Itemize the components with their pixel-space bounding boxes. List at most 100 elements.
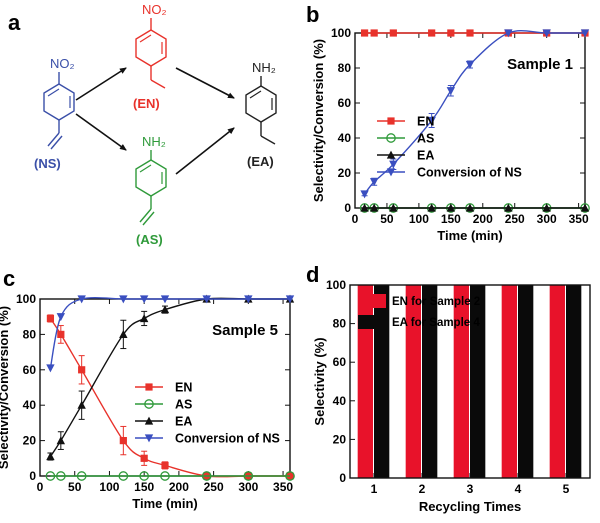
y-tick-label: 20 — [333, 432, 347, 446]
data-point — [139, 295, 149, 304]
plot-frame — [349, 284, 591, 479]
y-tick-label: 60 — [338, 96, 352, 110]
panel-d-chart: d 1 2 3 4 5 0 20 40 60 80 100 Recycling Times Select… — [306, 262, 591, 514]
data-point — [244, 295, 253, 304]
legend-marker — [144, 416, 154, 425]
data-point — [119, 330, 128, 338]
x-tick-label: 1 — [371, 482, 378, 496]
data-point — [360, 203, 369, 212]
ea-label: (EA) — [247, 154, 274, 169]
legend-swatch — [358, 315, 386, 329]
x-tick-label: 5 — [563, 482, 570, 496]
data-point — [55, 471, 66, 481]
data-point — [161, 461, 169, 469]
data-point — [465, 203, 475, 212]
y-tick-label: 100 — [16, 292, 36, 306]
as-label: (AS) — [136, 232, 163, 247]
y-tick-label: 40 — [23, 398, 37, 412]
molecule-ns: NO₂ (NS) — [34, 56, 75, 171]
data-point — [580, 203, 590, 212]
data-point — [78, 366, 86, 374]
bar — [374, 285, 390, 478]
y-tick-label: 20 — [338, 166, 352, 180]
data-point — [369, 178, 379, 187]
data-point — [427, 203, 436, 212]
x-tick-label: 250 — [505, 212, 525, 226]
data-point — [76, 471, 87, 481]
x-tick-label: 300 — [238, 480, 258, 494]
y-tick-label: 40 — [338, 131, 352, 145]
y-tick-label: 80 — [23, 327, 37, 341]
data-point — [160, 295, 170, 304]
legend-label: Conversion of NS — [175, 432, 280, 446]
ea-group-label: NH₂ — [252, 60, 276, 75]
sample-annotation: Sample 1 — [507, 56, 573, 73]
data-point — [446, 203, 456, 212]
legend-marker — [144, 434, 154, 443]
y-axis-label: Selectivity (%) — [312, 337, 327, 425]
bar — [549, 285, 565, 478]
data-point — [77, 400, 86, 409]
legend-label: EA for Sample 4 — [392, 317, 480, 329]
x-tick-label: 150 — [134, 480, 154, 494]
data-point — [360, 190, 369, 199]
data-point — [542, 203, 551, 212]
data-point — [285, 295, 295, 304]
y-tick-label: 60 — [333, 355, 347, 369]
data-point — [46, 452, 55, 461]
y-tick-label: 100 — [326, 278, 346, 292]
data-point — [504, 203, 513, 212]
data-point — [118, 471, 129, 481]
bar — [470, 285, 486, 478]
data-point — [57, 330, 65, 338]
y-tick-label: 0 — [344, 201, 351, 215]
arrow-as-to-ea — [175, 127, 235, 175]
bar — [422, 285, 438, 478]
data-point — [201, 471, 212, 481]
as-group-label: NH₂ — [142, 134, 166, 149]
legend-label: EN — [175, 381, 192, 395]
data-point — [160, 305, 170, 314]
x-tick-label: 4 — [515, 482, 522, 496]
data-point — [369, 203, 379, 212]
x-tick-label: 350 — [569, 212, 589, 226]
legend-marker — [386, 133, 396, 143]
bar — [566, 285, 582, 478]
data-point — [580, 29, 590, 38]
y-tick-label: 80 — [333, 317, 347, 331]
y-axis-label: Selectivity/Conversion (%) — [311, 39, 326, 202]
x-tick-label: 0 — [352, 212, 359, 226]
data-point — [139, 471, 150, 481]
panel-d-plot: 1 2 3 4 5 0 20 40 60 80 100 Recycling Times Selectiv… — [312, 278, 591, 514]
legend-marker — [387, 117, 395, 125]
data-point — [370, 29, 378, 37]
legend-swatch — [358, 294, 386, 308]
x-tick-label: 350 — [273, 480, 293, 494]
x-tick-label: 200 — [473, 212, 493, 226]
en-label: (EN) — [133, 96, 160, 111]
legend-label: EA — [417, 149, 434, 163]
data-point — [140, 454, 148, 462]
x-tick-label: 300 — [537, 212, 557, 226]
panel-d-letter: d — [306, 262, 319, 287]
panel-a-scheme: a NO₂ (NS) NO₂ (EN) NH₂ — [8, 2, 277, 247]
data-point — [139, 314, 149, 323]
ns-group-label: NO₂ — [50, 56, 75, 71]
molecule-as: NH₂ (AS) — [135, 134, 167, 247]
legend-label: AS — [175, 398, 192, 412]
data-point — [119, 295, 128, 304]
data-point — [389, 29, 397, 37]
data-point — [446, 87, 456, 96]
data-point — [45, 471, 56, 481]
y-tick-label: 80 — [338, 61, 352, 75]
data-point — [285, 471, 295, 481]
x-tick-label: 100 — [409, 212, 429, 226]
legend-label: EN for Sample 2 — [392, 296, 480, 308]
x-tick-label: 3 — [467, 482, 474, 496]
data-point — [119, 437, 127, 445]
panel-c-chart: c 0 20 40 60 80 100 0 50 100 150 200 250 300 350 Time … — [0, 266, 295, 511]
molecule-ea: NH₂ (EA) — [245, 60, 277, 169]
x-axis-label: Time (min) — [132, 496, 198, 511]
data-point — [56, 313, 66, 322]
x-tick-label: 200 — [169, 480, 189, 494]
